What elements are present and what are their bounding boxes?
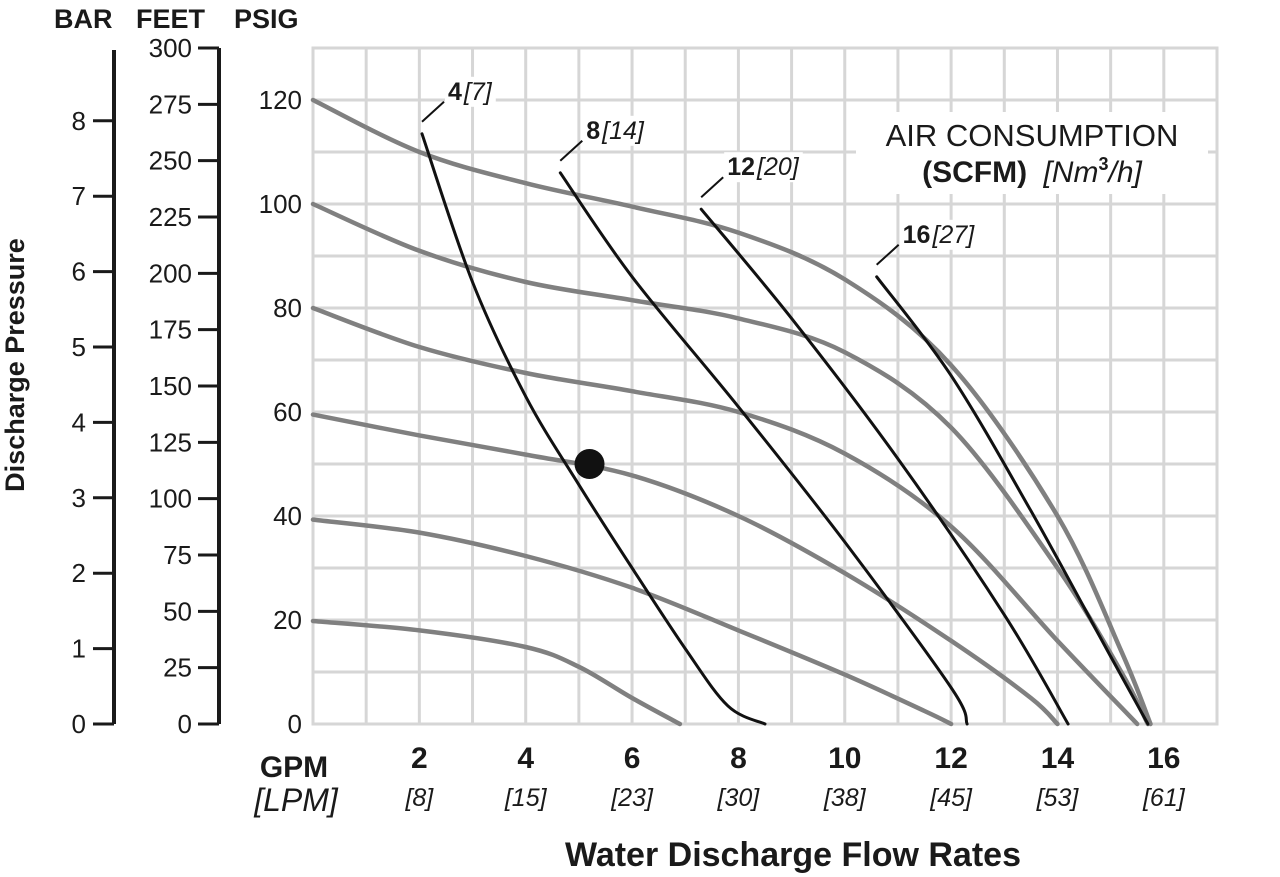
feet-tick-label: 25 [163, 653, 192, 683]
legend-units: (SCFM) [Nm3/h] [922, 154, 1142, 189]
air-line-label: 4[7] [448, 78, 493, 106]
x-tick-label: 6 [624, 742, 641, 775]
legend-units-nm: [Nm [1042, 156, 1098, 189]
psig-tick-label: 40 [273, 501, 302, 531]
feet-tick-label: 175 [149, 315, 192, 345]
legend-title: AIR CONSUMPTION [886, 118, 1179, 153]
feet-axis-header: FEET [136, 4, 206, 34]
pressure-curve [310, 618, 683, 727]
psig-tick-label: 20 [273, 605, 302, 635]
air-line-label-background [724, 152, 803, 183]
air-consumption-line [699, 207, 1070, 726]
bar-axis-header: BAR [54, 4, 113, 34]
bar-tick-label: 1 [72, 634, 86, 664]
operating-point-marker [574, 449, 605, 479]
bar-tick-label: 5 [72, 332, 86, 362]
bar-tick-label: 2 [72, 558, 86, 588]
x-tick-sublabel: [61] [1142, 784, 1186, 812]
feet-tick-label: 250 [149, 146, 192, 176]
feet-tick-label: 100 [149, 484, 192, 514]
bar-tick-label: 4 [72, 407, 86, 437]
legend-units-scfm: (SCFM) [922, 156, 1027, 189]
feet-tick-label: 75 [163, 540, 192, 570]
x-tick-sublabel: [53] [1036, 784, 1080, 812]
air-line-label-scfm: 8 [586, 117, 600, 145]
air-line-label-nm3h: [27] [931, 221, 975, 249]
air-line-label-background [899, 219, 979, 250]
air-line-label: 16[27] [903, 221, 976, 249]
air-consumption-line [875, 275, 1150, 726]
x-tick-label: 14 [1041, 742, 1075, 775]
pressure-curve [310, 412, 1060, 727]
y-axes: 0204060801001200255075100125150175200225… [72, 33, 302, 739]
feet-tick-label: 275 [149, 89, 192, 119]
x-tick-sublabel: [15] [504, 784, 548, 812]
legend-units-sup: 3 [1098, 154, 1108, 174]
air-line-label-background [583, 115, 648, 146]
x-tick-label: 8 [730, 742, 747, 775]
x-tick-sublabel: [23] [610, 784, 654, 812]
legend: AIR CONSUMPTION (SCFM) [Nm3/h] [856, 112, 1208, 194]
air-line-label-scfm: 16 [903, 221, 931, 249]
feet-tick-label: 0 [178, 709, 192, 739]
x-axis-title: Water Discharge Flow Rates [565, 836, 1021, 874]
x-tick-label: 12 [934, 742, 967, 775]
y-axis-title: Discharge Pressure [0, 238, 30, 492]
air-line-leader [421, 101, 445, 123]
air-line-label-background [445, 76, 496, 107]
air-consumption-line [420, 132, 767, 726]
air-line-label: 8[14] [586, 117, 645, 145]
psig-axis-header: PSIG [234, 4, 299, 34]
psig-tick-label: 120 [259, 85, 302, 115]
pressure-curve [310, 517, 954, 727]
operating-point-layer [574, 449, 605, 479]
bar-tick-label: 8 [72, 106, 86, 136]
legend-units-tail: /h] [1106, 156, 1142, 189]
air-line-label-scfm: 4 [448, 78, 462, 106]
air-line-leader [875, 244, 900, 266]
feet-tick-label: 150 [149, 371, 192, 401]
feet-tick-label: 50 [163, 596, 192, 626]
x-tick-sublabel: [30] [717, 784, 761, 812]
x-unit-lpm: [LPM] [253, 782, 339, 818]
x-tick-label: 16 [1147, 742, 1180, 775]
air-line-label-nm3h: [14] [601, 117, 645, 145]
air-line-label-nm3h: [20] [756, 153, 800, 181]
x-tick-label: 2 [411, 742, 428, 775]
feet-tick-label: 200 [149, 258, 192, 288]
x-axis: 2 [8] 4 [15] 6 [23] 8 [30] 10 [38] 12 [45] 14 [53] 16 [… [404, 742, 1185, 812]
pressure-curve [310, 97, 1153, 727]
bar-tick-label: 0 [72, 709, 86, 739]
x-tick-label: 4 [517, 742, 534, 775]
air-consumption-line [558, 171, 969, 726]
psig-tick-label: 100 [259, 189, 302, 219]
bar-tick-label: 3 [72, 483, 86, 513]
feet-tick-label: 125 [149, 427, 192, 457]
x-unit-gpm: GPM [260, 751, 328, 784]
bar-tick-label: 6 [72, 257, 86, 287]
air-line-label: 12[20] [727, 153, 800, 181]
x-tick-sublabel: [8] [404, 784, 434, 812]
psig-tick-label: 0 [288, 709, 302, 739]
bar-tick-label: 7 [72, 181, 86, 211]
air-line-label-scfm: 12 [727, 153, 755, 181]
air-line-labels: 4[7] 8[14] 12[20] 16[27] [421, 76, 979, 266]
legend-background [856, 112, 1208, 194]
air-line-leader [559, 140, 583, 162]
air-line-leader [700, 176, 724, 198]
feet-tick-label: 225 [149, 202, 192, 232]
air-consumption-lines [420, 132, 1150, 726]
air-line-label-nm3h: [7] [463, 78, 493, 106]
x-tick-label: 10 [828, 742, 861, 775]
x-tick-sublabel: [38] [823, 784, 867, 812]
x-tick-sublabel: [45] [929, 784, 973, 812]
psig-tick-label: 60 [273, 397, 302, 427]
psig-tick-label: 80 [273, 293, 302, 323]
feet-tick-label: 300 [149, 33, 192, 63]
